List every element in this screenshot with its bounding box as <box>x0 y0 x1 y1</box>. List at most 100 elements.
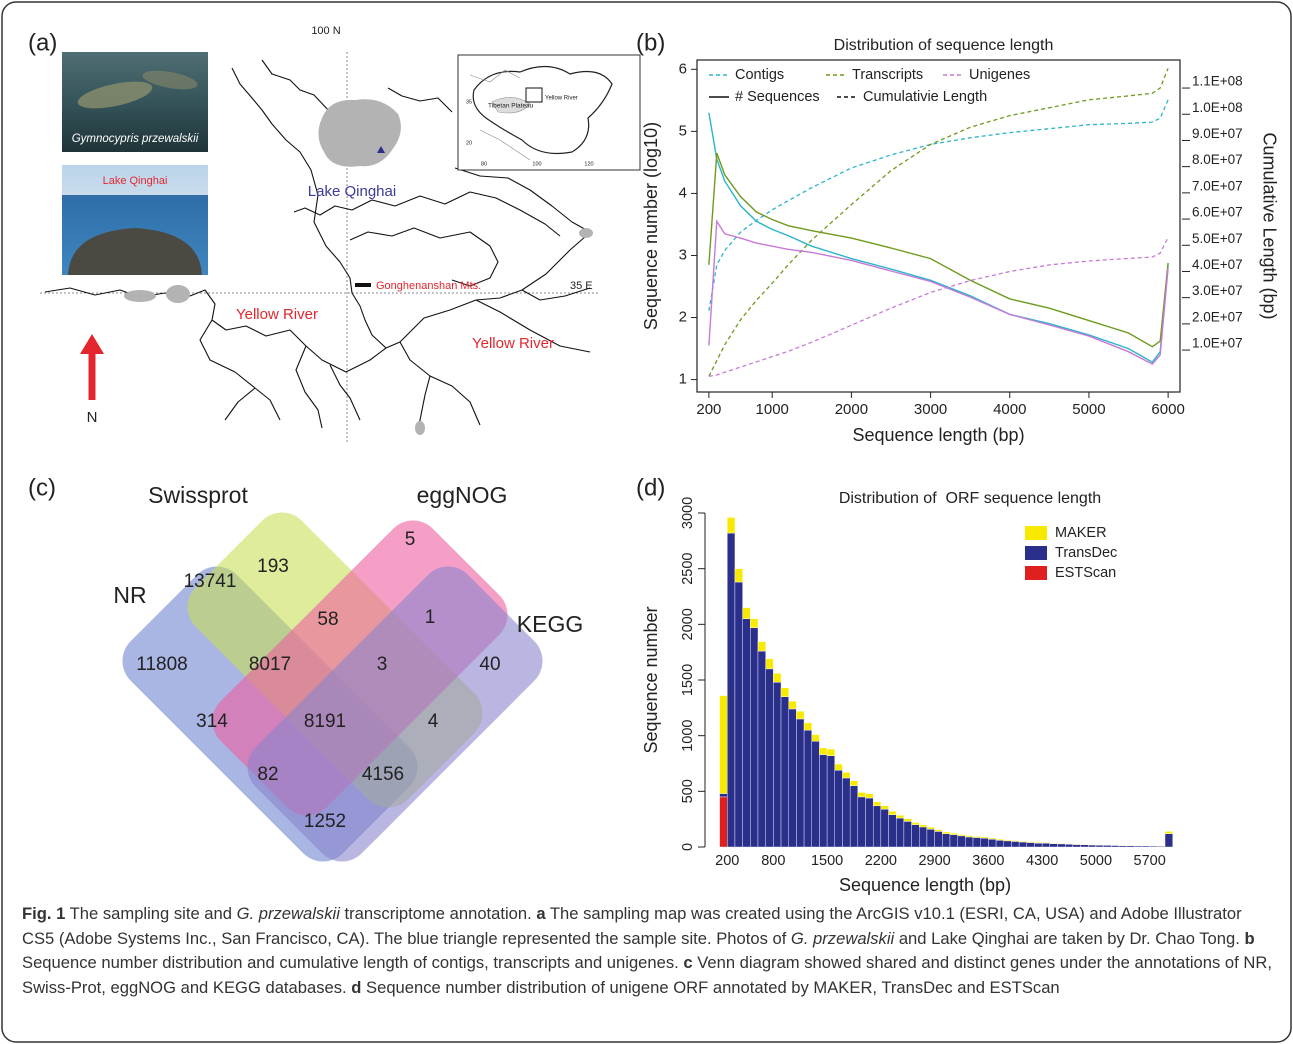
inset-tick: 20 <box>466 140 472 146</box>
venn-count: 8017 <box>249 654 291 675</box>
histogram-bar <box>719 695 728 794</box>
y-tick-label: 1 <box>679 371 687 388</box>
lake <box>579 228 593 238</box>
panel-label: (a) <box>28 29 57 56</box>
histogram-bar <box>1111 845 1120 848</box>
histogram-bar <box>980 836 989 839</box>
river <box>293 191 561 237</box>
caption-text: G. przewalskii <box>236 904 340 923</box>
histogram-bar <box>826 755 835 848</box>
legend-label: Cumulativie Length <box>863 89 987 105</box>
caption-label: Fig. 1 <box>22 904 66 923</box>
y-tick-label: 1500 <box>680 664 696 696</box>
histogram-bar <box>1126 845 1135 848</box>
histogram-bar <box>742 618 751 848</box>
chart-title: Distribution of sequence length <box>834 37 1054 54</box>
histogram-bar <box>1118 845 1127 848</box>
histogram-bar <box>842 777 851 848</box>
histogram-bar <box>880 808 889 848</box>
histogram-bar <box>949 834 958 848</box>
legend-label: Contigs <box>735 67 784 83</box>
legend-swatch <box>1025 546 1047 560</box>
lake-qinghai <box>318 99 401 167</box>
map-label: Lake Qinghai <box>308 183 396 200</box>
histogram-bar <box>803 729 812 848</box>
caption-text: G. przewalskii <box>790 928 895 948</box>
histogram-bar <box>1018 841 1027 848</box>
histogram-bar <box>857 792 866 798</box>
histogram-bar <box>757 641 766 652</box>
venn-set <box>247 566 543 862</box>
caption-text: a <box>536 904 546 923</box>
venn-count: 13741 <box>184 571 237 592</box>
y2-axis-label: Cumulative Length (bp) <box>1259 132 1279 319</box>
photo-caption: Gymnocypris przewalskii <box>72 133 199 145</box>
histogram-bar <box>1049 843 1058 848</box>
histogram-bar <box>1034 842 1043 848</box>
venn-set-label: eggNOG <box>417 482 508 508</box>
island <box>68 228 202 275</box>
x-tick-label: 2000 <box>835 401 868 418</box>
venn-panel: (c) NR Swissprot eggNOG KEGG 193 5 13741 58 1 1180… <box>28 474 583 862</box>
north-arrow-head <box>80 334 104 354</box>
x-tick-label: 3600 <box>972 853 1004 869</box>
histogram-bar <box>1064 844 1074 848</box>
inset-label: Yellow River <box>545 96 578 102</box>
histogram-bar <box>1057 843 1066 848</box>
histogram-bar <box>773 682 782 848</box>
histogram-bar <box>1164 833 1173 848</box>
histogram-bar <box>1088 844 1097 848</box>
caption-text: c <box>683 953 693 972</box>
legend-label: # Sequences <box>735 89 820 105</box>
y-tick-label: 2500 <box>680 553 696 585</box>
caption-text: The sampling map was created using the A… <box>22 904 1247 948</box>
histogram-bar <box>719 793 728 798</box>
y-tick-label: 6 <box>679 60 687 77</box>
histogram-bar <box>1026 841 1035 843</box>
histogram-bar <box>1103 845 1112 848</box>
histogram-bar <box>1011 840 1020 842</box>
histogram-bar <box>765 658 774 670</box>
cumulative-line <box>708 237 1169 377</box>
yellow-river <box>44 287 387 373</box>
histogram-bar <box>788 700 797 710</box>
venn-count: 82 <box>257 764 278 785</box>
x-tick-label: 5000 <box>1080 853 1112 869</box>
map-label: Yellow River <box>472 335 554 352</box>
histogram-bar <box>972 837 981 848</box>
histogram-bar <box>911 822 920 825</box>
river <box>387 87 453 113</box>
y-tick-label: 0 <box>680 843 696 851</box>
histogram-bar <box>765 668 774 848</box>
lake <box>166 285 190 303</box>
histogram-bar <box>988 837 997 840</box>
y2-tick-label: 1.0E+08 <box>1192 100 1243 115</box>
y-tick-label: 1000 <box>680 720 696 752</box>
map-label: Gonghenanshan Mts. <box>376 280 481 292</box>
caption-text: d <box>351 977 362 997</box>
histogram-bar <box>965 835 974 838</box>
map-panel: (a) Gymnocypris przewalskii Lake Qinghai… <box>28 25 641 442</box>
histogram-bar <box>1034 842 1043 844</box>
x-tick-label: 2200 <box>865 853 897 869</box>
legend-label: Transcripts <box>852 67 923 83</box>
histogram-bar <box>1164 831 1173 834</box>
x-tick-label: 6000 <box>1151 401 1184 418</box>
histogram-bar <box>811 741 820 848</box>
x-tick-label: 800 <box>761 853 785 869</box>
cumulative-line <box>708 68 1169 377</box>
y-tick-label: 2 <box>679 309 687 326</box>
histogram-bar <box>1049 842 1058 844</box>
sequence-line <box>708 152 1169 348</box>
y-tick-label: 3000 <box>680 497 696 529</box>
histogram-bar <box>934 831 943 848</box>
histogram-bar <box>757 650 766 848</box>
venn-count: 4156 <box>362 764 404 785</box>
histogram-bar <box>1003 839 1012 842</box>
line-chart-panel: (b) Distribution of sequence length 200 100… <box>636 29 1279 444</box>
histogram-bar <box>957 835 966 848</box>
histogram-bar <box>750 627 759 848</box>
mountain-marker <box>355 283 371 287</box>
histogram-bar <box>896 817 905 848</box>
y2-tick-label: 8.0E+07 <box>1192 152 1243 167</box>
